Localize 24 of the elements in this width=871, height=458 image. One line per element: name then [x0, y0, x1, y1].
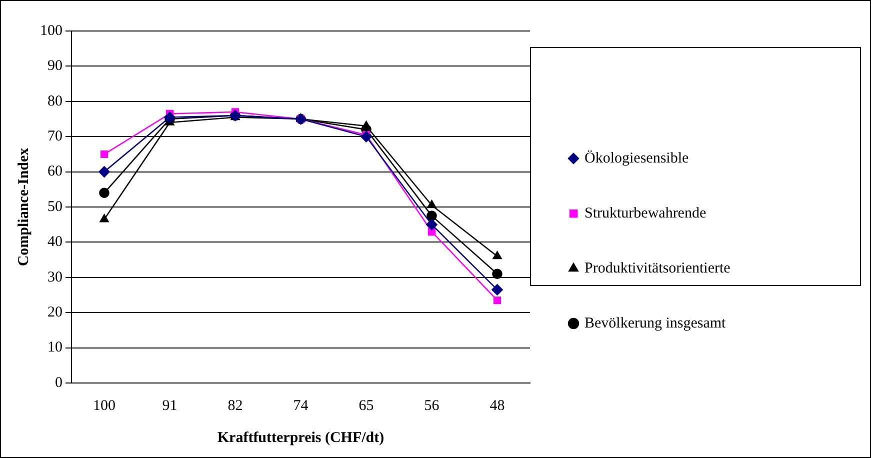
y-tick-label: 10 — [48, 340, 62, 356]
y-tick-label: 80 — [48, 93, 62, 110]
x-tick-label: 100 — [93, 398, 116, 414]
legend-label: Strukturbewahrende — [584, 205, 706, 222]
y-tick-label: 20 — [48, 304, 62, 321]
y-tick-label: 50 — [48, 198, 62, 215]
y-tick-label: 0 — [55, 374, 62, 391]
legend-label: Bevölkerung insgesamt — [584, 315, 727, 332]
y-tick-label: 70 — [48, 128, 62, 145]
legend-label: Produktivitätsorientierte — [584, 260, 731, 276]
legend-label: Ökologiesensible — [584, 149, 689, 166]
x-axis-title: Kraftfutterpreis (CHF/dt) — [217, 430, 384, 446]
y-tick-label: 100 — [40, 22, 62, 39]
x-tick-label: 82 — [228, 398, 243, 414]
y-tick-label: 60 — [48, 164, 62, 180]
x-tick-label: 74 — [293, 398, 309, 414]
x-tick-label: 65 — [358, 398, 374, 414]
y-tick-label: 90 — [48, 58, 62, 74]
x-tick-label: 91 — [162, 398, 178, 414]
y-tick-label: 30 — [48, 269, 62, 286]
y-tick-label: 40 — [48, 234, 62, 250]
x-tick-label: 48 — [490, 398, 505, 414]
x-tick-label: 56 — [424, 398, 440, 414]
y-axis-title: Compliance-Index — [16, 147, 32, 266]
